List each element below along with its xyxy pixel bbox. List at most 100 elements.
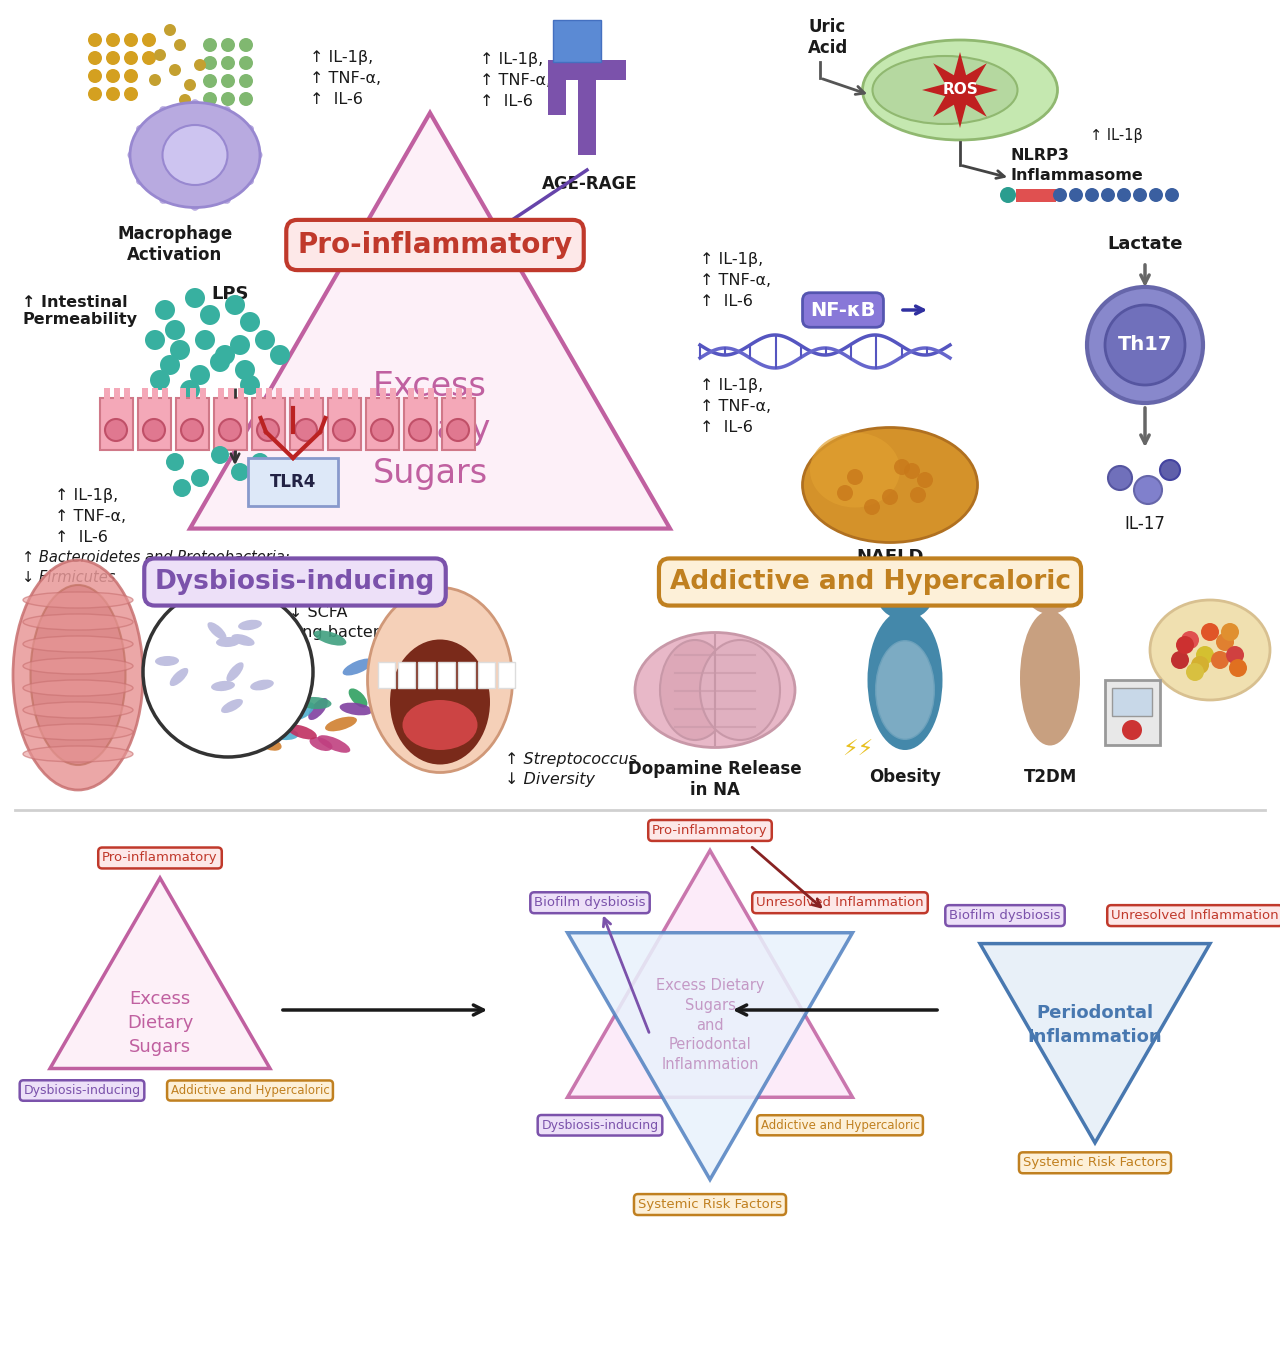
- Circle shape: [1201, 623, 1219, 642]
- Text: Unresolved Inflammation: Unresolved Inflammation: [1111, 909, 1279, 923]
- Circle shape: [239, 74, 253, 87]
- Circle shape: [88, 69, 102, 83]
- Text: ROS: ROS: [942, 82, 978, 97]
- Circle shape: [410, 420, 431, 441]
- Text: Periodontal
Inflammation: Periodontal Inflammation: [1028, 1005, 1162, 1046]
- Circle shape: [893, 459, 910, 475]
- Ellipse shape: [876, 640, 934, 740]
- Text: ↑ Intestinal
Permeability: ↑ Intestinal Permeability: [22, 295, 137, 327]
- Text: Pro-inflammatory: Pro-inflammatory: [653, 824, 768, 837]
- Ellipse shape: [163, 125, 228, 186]
- Bar: [366, 398, 399, 451]
- Bar: [579, 65, 596, 155]
- Bar: [291, 398, 323, 451]
- Ellipse shape: [159, 106, 173, 122]
- Text: Biofilm dysbiosis: Biofilm dysbiosis: [534, 896, 645, 909]
- Ellipse shape: [310, 737, 333, 751]
- Ellipse shape: [810, 433, 900, 507]
- Circle shape: [215, 346, 236, 364]
- Text: ↑ IL-1β,
↑ TNF-α,
↑  IL-6: ↑ IL-1β, ↑ TNF-α, ↑ IL-6: [55, 488, 127, 545]
- Circle shape: [371, 420, 393, 441]
- Ellipse shape: [402, 699, 477, 751]
- Ellipse shape: [227, 662, 243, 682]
- Text: LPS: LPS: [211, 285, 248, 303]
- Text: ↑ IL-1β,
↑ TNF-α,
↑  IL-6: ↑ IL-1β, ↑ TNF-α, ↑ IL-6: [700, 252, 771, 309]
- Bar: [548, 61, 626, 79]
- Circle shape: [1196, 646, 1213, 664]
- Bar: [177, 398, 209, 451]
- Text: Pro-inflammatory: Pro-inflammatory: [297, 231, 572, 260]
- Ellipse shape: [131, 102, 260, 207]
- Bar: [438, 662, 454, 689]
- Ellipse shape: [343, 659, 374, 675]
- Circle shape: [241, 375, 260, 395]
- Bar: [466, 387, 472, 402]
- Circle shape: [106, 51, 120, 65]
- Bar: [342, 387, 348, 402]
- Circle shape: [180, 420, 204, 441]
- Ellipse shape: [298, 697, 332, 709]
- Text: ↓ SCFA
producing bacteria: ↓ SCFA producing bacteria: [242, 605, 394, 640]
- Circle shape: [882, 490, 899, 504]
- Text: Macrophage
Activation: Macrophage Activation: [118, 225, 233, 264]
- Bar: [458, 662, 475, 689]
- Circle shape: [837, 486, 852, 500]
- Circle shape: [106, 69, 120, 83]
- Circle shape: [164, 24, 177, 36]
- Circle shape: [174, 39, 186, 51]
- Bar: [256, 387, 262, 402]
- Circle shape: [1216, 633, 1234, 651]
- Bar: [328, 398, 361, 451]
- Circle shape: [221, 74, 236, 87]
- Bar: [378, 662, 396, 689]
- Text: Lactate: Lactate: [1107, 235, 1183, 253]
- Circle shape: [236, 360, 255, 381]
- Ellipse shape: [237, 172, 253, 186]
- Text: Dysbiosis-inducing: Dysbiosis-inducing: [541, 1119, 659, 1131]
- Ellipse shape: [348, 689, 367, 707]
- Circle shape: [189, 364, 210, 385]
- Circle shape: [124, 34, 138, 47]
- Circle shape: [200, 305, 220, 325]
- Circle shape: [916, 472, 933, 488]
- Circle shape: [204, 91, 218, 106]
- Ellipse shape: [325, 717, 357, 732]
- Bar: [124, 387, 131, 402]
- Bar: [104, 387, 110, 402]
- Ellipse shape: [268, 691, 293, 713]
- Circle shape: [225, 295, 244, 315]
- Circle shape: [150, 370, 170, 390]
- Text: Systemic Risk Factors: Systemic Risk Factors: [1023, 1157, 1167, 1169]
- Bar: [114, 387, 120, 402]
- Circle shape: [165, 320, 186, 340]
- Bar: [352, 387, 358, 402]
- Ellipse shape: [261, 650, 288, 675]
- Ellipse shape: [159, 187, 173, 204]
- Circle shape: [1024, 562, 1076, 615]
- Text: Excess
Dietary
Sugars: Excess Dietary Sugars: [369, 370, 492, 490]
- Circle shape: [124, 87, 138, 101]
- Text: Dysbiosis-inducing: Dysbiosis-inducing: [155, 569, 435, 594]
- Circle shape: [1134, 476, 1162, 504]
- Bar: [238, 387, 244, 402]
- Circle shape: [1160, 460, 1180, 480]
- Text: Addictive and Hypercaloric: Addictive and Hypercaloric: [669, 569, 1070, 594]
- Bar: [408, 387, 413, 402]
- Circle shape: [1187, 663, 1204, 681]
- Circle shape: [910, 487, 925, 503]
- Bar: [1016, 190, 1056, 202]
- Circle shape: [241, 312, 260, 332]
- Circle shape: [239, 38, 253, 52]
- Bar: [456, 387, 462, 402]
- Bar: [404, 398, 436, 451]
- Ellipse shape: [193, 724, 215, 737]
- Circle shape: [173, 479, 191, 498]
- Circle shape: [1171, 651, 1189, 668]
- Circle shape: [221, 38, 236, 52]
- Bar: [294, 387, 300, 402]
- Ellipse shape: [229, 650, 260, 664]
- Circle shape: [251, 453, 269, 471]
- Circle shape: [184, 79, 196, 91]
- Ellipse shape: [170, 668, 188, 686]
- Text: Unresolved Inflammation: Unresolved Inflammation: [756, 896, 924, 909]
